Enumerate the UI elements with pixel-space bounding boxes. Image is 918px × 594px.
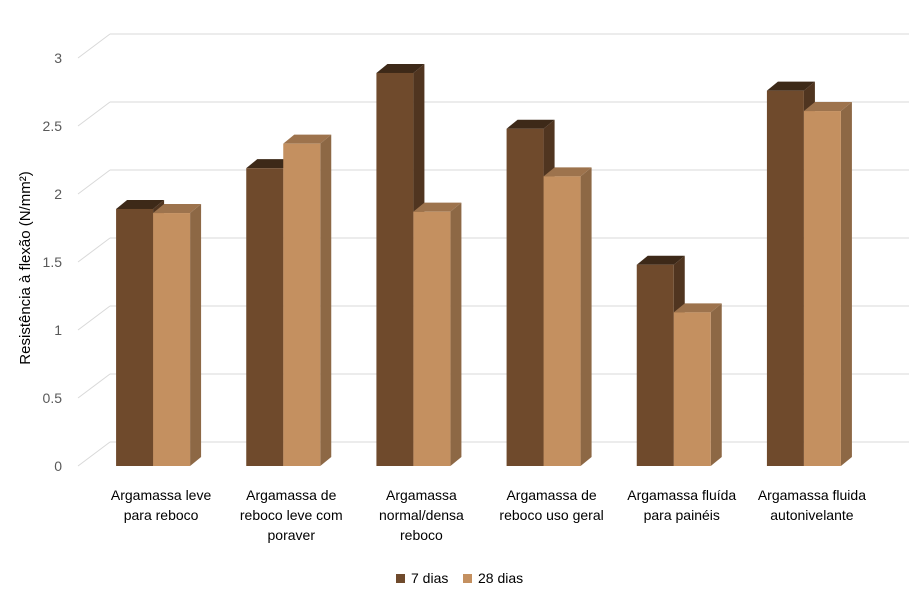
category-label-line: Argamassa de <box>246 487 336 503</box>
category-label: Argamassa fluída para painéis <box>627 487 736 523</box>
category-label-line: reboco uso geral <box>499 507 603 523</box>
category-label: Argamassa de reboco uso geral <box>499 487 603 523</box>
gridline-diag <box>77 33 111 59</box>
bar-28-dias <box>803 102 852 466</box>
category-label-line: Argamassa <box>386 487 457 503</box>
y-tick-label: 0 <box>54 458 62 474</box>
bar-top <box>543 167 592 177</box>
y-tick-label: 3 <box>54 50 62 66</box>
legend-label-28-dias: 28 dias <box>478 570 523 586</box>
y-tick-label: 1.5 <box>43 254 63 270</box>
bar-28-dias <box>153 204 202 467</box>
bar-top <box>636 255 685 265</box>
category-label: Argamassa de reboco leve com poraver <box>240 487 343 543</box>
bar-top <box>283 134 332 144</box>
bar-side <box>450 202 462 466</box>
bar-side <box>320 134 332 466</box>
legend-swatch-7-dias <box>396 574 405 583</box>
gridline-diag <box>77 373 111 399</box>
y-tick-label: 2.5 <box>43 118 63 134</box>
gridline-diag <box>77 237 111 263</box>
gridline-diag <box>77 305 111 331</box>
bar-front <box>506 128 544 466</box>
y-tick-label: 1 <box>54 322 62 338</box>
bar-front <box>376 72 414 467</box>
category-label-line: Argamassa fluida <box>758 487 866 503</box>
bar-top <box>246 159 295 169</box>
category-label-line: Argamassa fluída <box>627 487 736 503</box>
bar-top <box>116 199 165 209</box>
bar-side <box>190 204 202 467</box>
gridline-diag <box>77 169 111 195</box>
bar-front <box>673 312 711 466</box>
bar-front <box>543 176 581 466</box>
bar-front <box>283 143 321 466</box>
y-axis-ticks: 0 0.5 1 1.5 2 2.5 3 <box>43 50 63 474</box>
bar-front <box>116 208 154 466</box>
category-label-line: poraver <box>268 527 316 543</box>
bar-28-dias <box>413 202 462 466</box>
bar-front <box>413 211 451 466</box>
category-label: Argamassa normal/densa reboco <box>379 487 464 543</box>
bar-side <box>580 167 592 466</box>
bar-top <box>673 303 722 313</box>
category-label: Argamassa fluida autonivelante <box>758 487 866 523</box>
bar-top <box>153 204 202 214</box>
bar-top <box>376 63 425 73</box>
category-label: Argamassa leve para reboco <box>111 487 212 523</box>
bar-side <box>840 102 852 466</box>
category-labels: Argamassa leve para reboco Argamassa de reb… <box>111 487 866 543</box>
category-label-line: reboco leve com <box>240 507 343 523</box>
bar-side <box>710 303 722 466</box>
bar-top <box>803 102 852 112</box>
bar-top <box>413 202 462 212</box>
bar-front <box>153 213 191 466</box>
bar-top <box>766 81 815 91</box>
bar-front <box>803 111 841 466</box>
bar-front <box>766 90 804 466</box>
category-label-line: Argamassa leve <box>111 487 212 503</box>
bar-front <box>636 264 674 466</box>
gridline-diag <box>77 101 111 127</box>
bar-top <box>506 119 555 129</box>
bar-28-dias <box>543 167 592 466</box>
gridline-diag <box>77 441 111 467</box>
bar-28-dias <box>283 134 332 466</box>
legend: 7 dias 28 dias <box>396 570 523 586</box>
y-tick-label: 0.5 <box>43 390 63 406</box>
category-label-line: normal/densa <box>379 507 464 523</box>
bars <box>116 63 852 467</box>
category-label-line: autonivelante <box>770 507 854 523</box>
y-tick-label: 2 <box>54 186 62 202</box>
bar-28-dias <box>673 303 722 466</box>
legend-swatch-28-dias <box>463 574 472 583</box>
legend-label-7-dias: 7 dias <box>411 570 448 586</box>
category-label-line: reboco <box>400 527 443 543</box>
category-label-line: para painéis <box>644 507 720 523</box>
bar-front <box>246 168 284 466</box>
category-label-line: para reboco <box>124 507 199 523</box>
category-label-line: Argamassa de <box>506 487 596 503</box>
y-axis-title: Resistência à flexão (N/mm²) <box>17 171 34 364</box>
